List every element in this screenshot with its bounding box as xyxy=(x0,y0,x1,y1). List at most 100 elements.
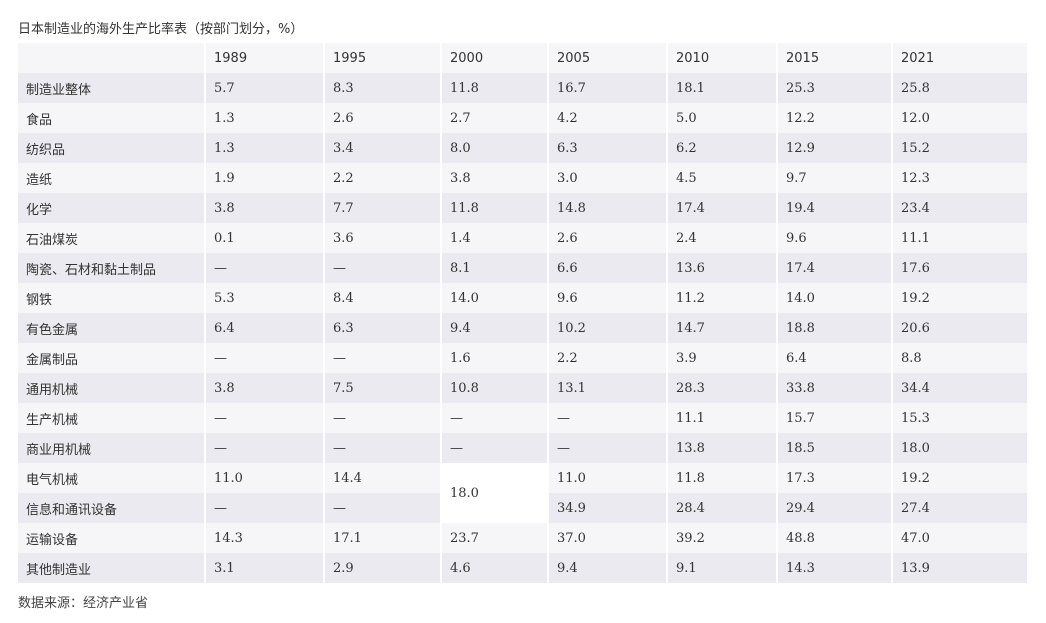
value-cell: 23.7 xyxy=(441,523,549,553)
sector-label: 有色金属 xyxy=(18,313,206,343)
value-cell: 15.7 xyxy=(777,403,893,433)
value-cell: 3.8 xyxy=(205,373,325,403)
value-cell: 14.7 xyxy=(667,313,778,343)
sector-label: 通用机械 xyxy=(18,373,206,403)
value-cell: 7.5 xyxy=(324,373,442,403)
value-cell: 8.8 xyxy=(892,343,1027,373)
table-row: 其他制造业 3.1 2.9 4.6 9.4 9.1 14.3 13.9 xyxy=(18,553,1027,583)
value-cell: 3.4 xyxy=(324,133,442,163)
value-cell: — xyxy=(205,493,325,523)
year-header: 2005 xyxy=(548,43,668,73)
value-cell: 1.3 xyxy=(205,133,325,163)
value-cell: 25.8 xyxy=(892,73,1027,103)
value-cell: 14.4 xyxy=(324,463,442,493)
value-cell: 7.7 xyxy=(324,193,442,223)
value-cell: 2.2 xyxy=(324,163,442,193)
table-row: 信息和通讯设备 — —34.9 28.4 29.4 27.4 xyxy=(18,493,1027,523)
value-cell: 4.6 xyxy=(441,553,549,583)
table-row: 化学 3.8 7.7 11.8 14.8 17.4 19.4 23.4 xyxy=(18,193,1027,223)
value-cell: 12.9 xyxy=(777,133,893,163)
sector-label: 电气机械 xyxy=(18,463,206,493)
sector-label: 商业用机械 xyxy=(18,433,206,463)
value-cell: 17.1 xyxy=(324,523,442,553)
value-cell: 33.8 xyxy=(777,373,893,403)
table-row: 通用机械 3.8 7.5 10.8 13.1 28.3 33.8 34.4 xyxy=(18,373,1027,403)
value-cell: 12.3 xyxy=(892,163,1027,193)
value-cell: 8.4 xyxy=(324,283,442,313)
table-row: 石油煤炭 0.1 3.6 1.4 2.6 2.4 9.6 11.1 xyxy=(18,223,1027,253)
value-cell: 20.6 xyxy=(892,313,1027,343)
value-cell: 48.8 xyxy=(777,523,893,553)
data-source: 数据来源：经济产业省 xyxy=(18,596,149,611)
value-cell: 2.7 xyxy=(441,103,549,133)
value-cell: 13.1 xyxy=(548,373,668,403)
value-cell: — xyxy=(324,253,442,283)
sector-label: 钢铁 xyxy=(18,283,206,313)
value-cell: — xyxy=(441,433,549,463)
value-cell: 13.8 xyxy=(667,433,778,463)
value-cell: 6.2 xyxy=(667,133,778,163)
year-header: 1989 xyxy=(205,43,325,73)
value-cell: 3.6 xyxy=(324,223,442,253)
value-cell: 11.1 xyxy=(667,403,778,433)
sector-label: 造纸 xyxy=(18,163,206,193)
year-header: 2021 xyxy=(892,43,1027,73)
value-cell: 11.1 xyxy=(892,223,1027,253)
value-cell: 47.0 xyxy=(892,523,1027,553)
value-cell: 19.4 xyxy=(777,193,893,223)
sector-label: 信息和通讯设备 xyxy=(18,493,206,523)
table-row: 制造业整体 5.7 8.3 11.8 16.7 18.1 25.3 25.8 xyxy=(18,73,1027,103)
value-cell: 3.1 xyxy=(205,553,325,583)
value-cell: — xyxy=(441,403,549,433)
value-cell: 11.8 xyxy=(667,463,778,493)
value-cell: 3.0 xyxy=(548,163,668,193)
value-cell: 9.4 xyxy=(548,553,668,583)
year-header: 2015 xyxy=(777,43,893,73)
value-cell: 18.1 xyxy=(667,73,778,103)
value-cell: — xyxy=(548,403,668,433)
sector-label: 食品 xyxy=(18,103,206,133)
value-cell: 14.0 xyxy=(441,283,549,313)
value-cell: 18.0 xyxy=(892,433,1027,463)
value-cell: — xyxy=(205,433,325,463)
value-cell: 19.2 xyxy=(892,463,1027,493)
value-cell: 11.8 xyxy=(441,193,549,223)
value-cell: 6.3 xyxy=(548,133,668,163)
value-cell: 4.2 xyxy=(548,103,668,133)
merged-value-cell: 18.0 xyxy=(441,463,549,523)
sector-label: 其他制造业 xyxy=(18,553,206,583)
value-cell: 3.8 xyxy=(205,193,325,223)
table-row: 食品 1.3 2.6 2.7 4.2 5.0 12.2 12.0 xyxy=(18,103,1027,133)
value-cell: 17.4 xyxy=(777,253,893,283)
table-row: 运输设备 14.3 17.1 23.7 37.0 39.2 48.8 47.0 xyxy=(18,523,1027,553)
table-row: 造纸 1.9 2.2 3.8 3.0 4.5 9.7 12.3 xyxy=(18,163,1027,193)
value-cell: 10.8 xyxy=(441,373,549,403)
value-cell: 11.8 xyxy=(441,73,549,103)
value-cell: 1.3 xyxy=(205,103,325,133)
value-cell: 9.4 xyxy=(441,313,549,343)
value-cell: 17.6 xyxy=(892,253,1027,283)
sector-label: 制造业整体 xyxy=(18,73,206,103)
value-cell: 4.5 xyxy=(667,163,778,193)
value-cell: 6.3 xyxy=(324,313,442,343)
value-cell: 9.7 xyxy=(777,163,893,193)
sector-label: 生产机械 xyxy=(18,403,206,433)
value-cell: 2.4 xyxy=(667,223,778,253)
value-cell: 12.2 xyxy=(777,103,893,133)
value-cell: — xyxy=(324,403,442,433)
value-cell: 2.2 xyxy=(548,343,668,373)
value-cell: 8.1 xyxy=(441,253,549,283)
value-cell: 14.0 xyxy=(777,283,893,313)
value-cell: 3.9 xyxy=(667,343,778,373)
value-cell: 8.0 xyxy=(441,133,549,163)
sector-label: 运输设备 xyxy=(18,523,206,553)
year-header: 1995 xyxy=(324,43,442,73)
header-row: 1989 1995 2000 2005 2010 2015 2021 xyxy=(18,43,1027,73)
value-cell: 18.5 xyxy=(777,433,893,463)
value-cell: 25.3 xyxy=(777,73,893,103)
value-cell: 12.0 xyxy=(892,103,1027,133)
value-cell: 0.1 xyxy=(205,223,325,253)
value-cell: 34.4 xyxy=(892,373,1027,403)
table-row: 商业用机械 — — — —13.8 18.5 18.0 xyxy=(18,433,1027,463)
value-cell: 17.3 xyxy=(777,463,893,493)
